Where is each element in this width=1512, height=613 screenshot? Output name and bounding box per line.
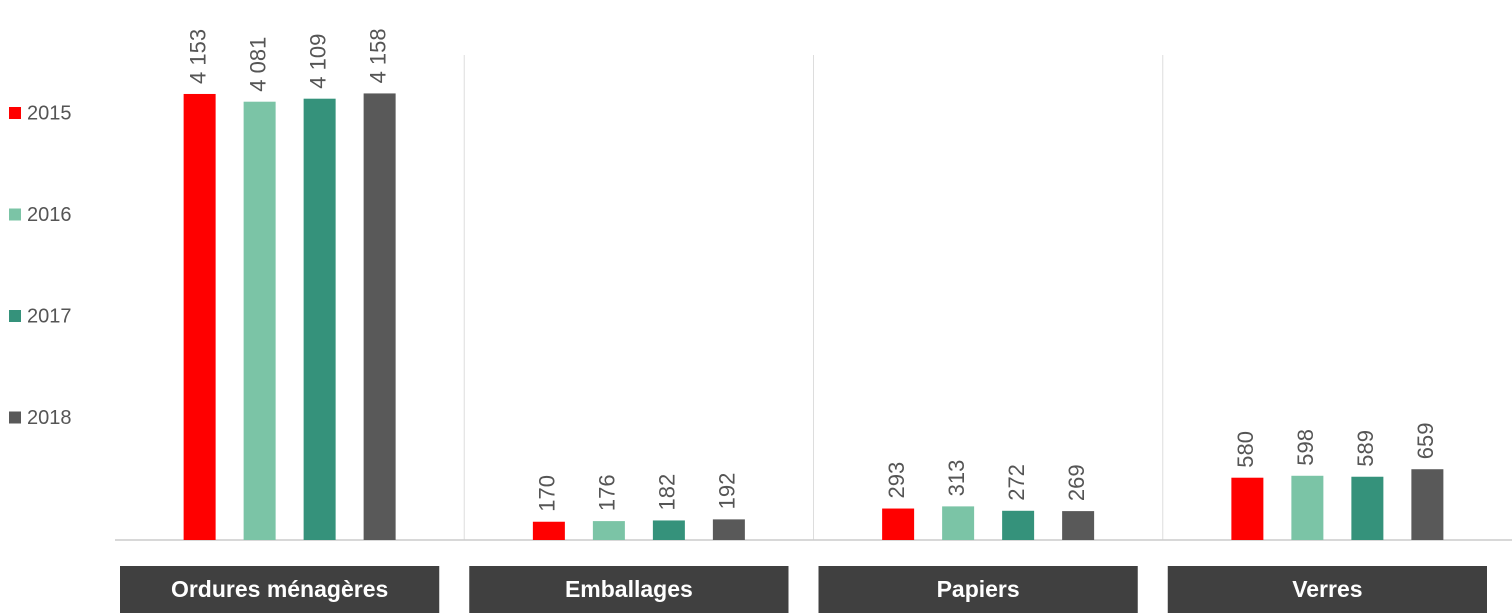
data-label: 598 (1293, 429, 1318, 466)
bar (183, 93, 216, 540)
data-label: 170 (535, 475, 560, 512)
bar (303, 98, 336, 541)
bar (1062, 511, 1095, 540)
category-label: Papiers (937, 576, 1020, 602)
category-box (120, 566, 440, 613)
category-box (469, 566, 789, 613)
data-label: 313 (944, 460, 969, 497)
legend-swatch (9, 310, 21, 322)
data-label: 272 (1004, 464, 1029, 501)
data-label: 182 (655, 474, 680, 511)
bar (712, 519, 745, 540)
bar (532, 521, 565, 540)
data-label: 269 (1064, 464, 1089, 501)
bar (942, 506, 975, 540)
category-box (1167, 566, 1487, 613)
legend-label: 2015 (27, 102, 72, 124)
data-label: 4 109 (305, 34, 330, 89)
bar (363, 93, 396, 541)
bar (652, 520, 685, 540)
data-label: 293 (884, 462, 909, 499)
bar (1291, 475, 1324, 540)
data-label: 4 081 (245, 37, 270, 92)
bar (882, 508, 915, 540)
bar (1351, 476, 1384, 540)
bar (243, 101, 276, 541)
bar (1231, 477, 1264, 540)
data-label: 4 153 (185, 29, 210, 84)
data-label: 589 (1353, 430, 1378, 467)
legend-swatch (9, 208, 21, 221)
data-label: 4 158 (365, 28, 390, 83)
data-label: 192 (715, 473, 740, 510)
category-box (818, 566, 1138, 613)
data-label: 580 (1233, 431, 1258, 468)
bar (592, 521, 625, 540)
bar (1411, 469, 1444, 540)
category-label: Ordures ménagères (171, 576, 388, 602)
bar (1002, 510, 1035, 540)
legend-label: 2016 (27, 204, 72, 226)
legend-label: 2018 (27, 407, 72, 429)
legend-swatch (9, 411, 21, 424)
data-label: 659 (1413, 423, 1438, 460)
data-label: 176 (595, 474, 620, 511)
category-label: Emballages (565, 576, 693, 602)
legend-label: 2017 (27, 305, 72, 327)
category-label: Verres (1292, 576, 1362, 602)
legend-swatch (9, 107, 21, 119)
